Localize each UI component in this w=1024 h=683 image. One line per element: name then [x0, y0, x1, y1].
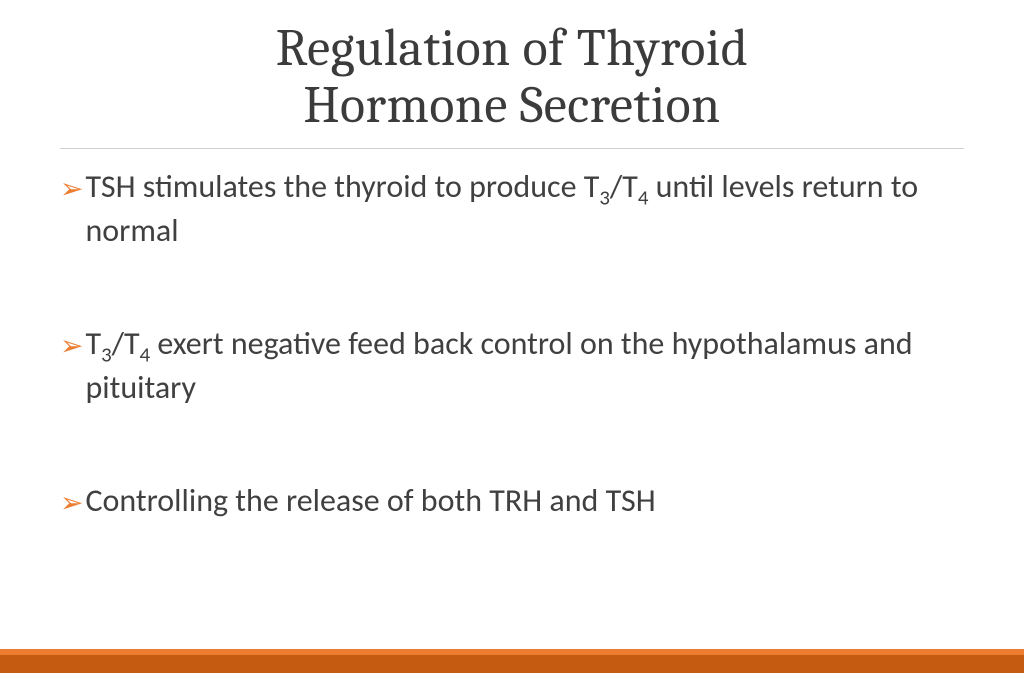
bullet-text: TSH stimulates the thyroid to produce T3…	[85, 167, 964, 252]
bullet-arrow-icon: ➢	[60, 171, 83, 207]
footer-band-bottom	[0, 655, 1024, 673]
footer-accent-band	[0, 649, 1024, 673]
bullet-text: T3/T4 exert negative feed back control o…	[85, 324, 964, 409]
bullet-item: ➢ Controlling the release of both TRH an…	[60, 481, 964, 522]
slide-body: ➢ TSH stimulates the thyroid to produce …	[60, 167, 964, 522]
title-line-2: Hormone Secretion	[303, 75, 720, 135]
slide: Regulation of Thyroid Hormone Secretion …	[0, 0, 1024, 683]
bullet-item: ➢ TSH stimulates the thyroid to produce …	[60, 167, 964, 252]
bullet-text: Controlling the release of both TRH and …	[85, 481, 964, 522]
bullet-item: ➢ T3/T4 exert negative feed back control…	[60, 324, 964, 409]
title-line-1: Regulation of Thyroid	[276, 18, 749, 78]
bullet-arrow-icon: ➢	[60, 485, 83, 521]
bullet-arrow-icon: ➢	[60, 328, 83, 364]
slide-title: Regulation of Thyroid Hormone Secretion	[60, 20, 964, 149]
